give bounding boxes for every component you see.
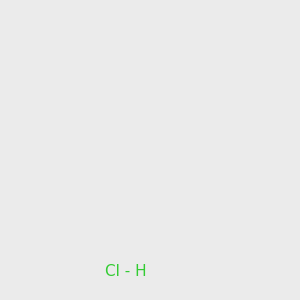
Text: Cl - H: Cl - H [105,264,147,279]
